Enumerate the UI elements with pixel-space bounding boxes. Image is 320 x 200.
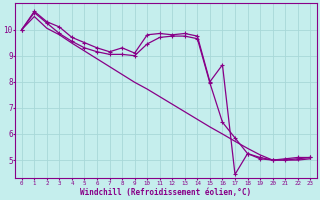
X-axis label: Windchill (Refroidissement éolien,°C): Windchill (Refroidissement éolien,°C) (80, 188, 252, 197)
